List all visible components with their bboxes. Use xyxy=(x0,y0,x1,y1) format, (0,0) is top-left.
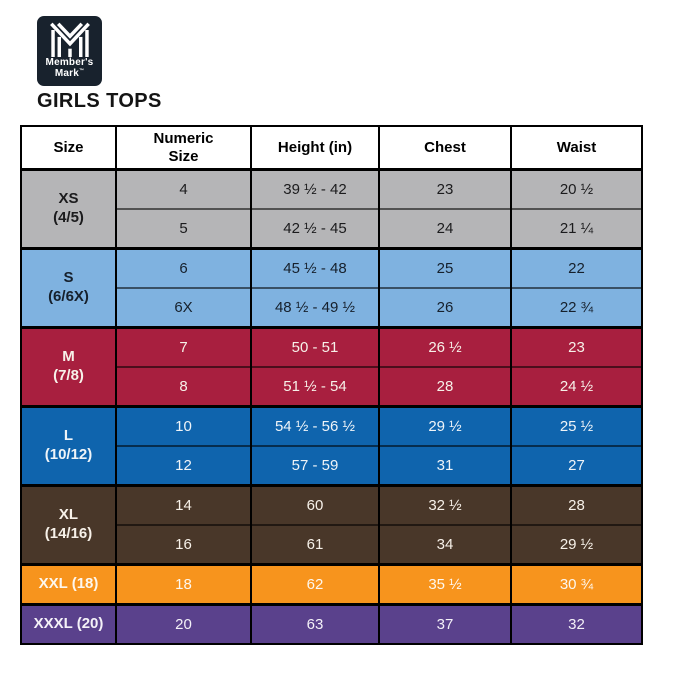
size-group-label: S (6/6X) xyxy=(20,247,117,328)
page-title: GIRLS TOPS xyxy=(37,90,162,112)
chest-cell: 34 xyxy=(378,524,512,565)
chest-cell: 26 xyxy=(378,287,512,328)
chest-cell: 35 ½ xyxy=(378,563,512,605)
height-cell: 51 ½ - 54 xyxy=(250,366,380,407)
chest-cell: 28 xyxy=(378,366,512,407)
waist-cell: 22 xyxy=(510,247,643,288)
size-chart-table: Size Numeric Size Height (in) Chest Wais… xyxy=(20,125,643,645)
height-cell: 50 - 51 xyxy=(250,326,380,367)
height-cell: 48 ½ - 49 ½ xyxy=(250,287,380,328)
chest-cell: 32 ½ xyxy=(378,484,512,525)
waist-cell: 20 ½ xyxy=(510,168,643,209)
size-group-label: M (7/8) xyxy=(20,326,117,407)
numeric-size-cell: 6X xyxy=(115,287,252,328)
numeric-size-cell: 5 xyxy=(115,208,252,249)
height-cell: 54 ½ - 56 ½ xyxy=(250,405,380,446)
col-header-size: Size xyxy=(20,126,117,170)
height-cell: 62 xyxy=(250,563,380,605)
height-cell: 61 xyxy=(250,524,380,565)
waist-cell: 22 ¾ xyxy=(510,287,643,328)
waist-cell: 21 ¼ xyxy=(510,208,643,249)
table-row: XL (14/16) 14 60 32 ½ 28 xyxy=(20,484,643,565)
chest-cell: 37 xyxy=(378,603,512,645)
table-row: 8 51 ½ - 54 28 24 ½ xyxy=(21,366,643,407)
waist-cell: 27 xyxy=(510,445,643,486)
numeric-size-cell: 12 xyxy=(115,445,252,486)
waist-cell: 30 ¾ xyxy=(510,563,643,605)
table-row: XS (4/5) 4 39 ½ - 42 23 20 ½ xyxy=(20,168,643,249)
height-cell: 45 ½ - 48 xyxy=(250,247,380,288)
numeric-size-cell: 18 xyxy=(115,563,252,605)
table-row: XXXL (20) 20 63 37 32 xyxy=(20,603,643,645)
waist-cell: 28 xyxy=(510,484,643,525)
size-group-label: XXL (18) xyxy=(20,563,117,605)
table-row: L (10/12) 10 54 ½ - 56 ½ 29 ½ 25 ½ xyxy=(20,405,643,486)
waist-cell: 32 xyxy=(510,603,643,645)
table-row: 5 42 ½ - 45 24 21 ¼ xyxy=(21,208,643,249)
chest-cell: 31 xyxy=(378,445,512,486)
height-cell: 39 ½ - 42 xyxy=(250,168,380,209)
chest-cell: 29 ½ xyxy=(378,405,512,446)
height-cell: 57 - 59 xyxy=(250,445,380,486)
waist-cell: 24 ½ xyxy=(510,366,643,407)
numeric-size-cell: 16 xyxy=(115,524,252,565)
numeric-size-cell: 6 xyxy=(115,247,252,288)
col-header-numeric-size: Numeric Size xyxy=(115,126,252,170)
table-row: 6X 48 ½ - 49 ½ 26 22 ¾ xyxy=(21,287,643,328)
table-row: 12 57 - 59 31 27 xyxy=(21,445,643,486)
table-row: S (6/6X) 6 45 ½ - 48 25 22 xyxy=(20,247,643,328)
waist-cell: 23 xyxy=(510,326,643,367)
height-cell: 42 ½ - 45 xyxy=(250,208,380,249)
col-header-chest: Chest xyxy=(378,126,512,170)
col-header-height: Height (in) xyxy=(250,126,380,170)
chest-cell: 25 xyxy=(378,247,512,288)
waist-cell: 29 ½ xyxy=(510,524,643,565)
numeric-size-cell: 7 xyxy=(115,326,252,367)
logo-text: Member's Mark™ xyxy=(45,57,94,79)
numeric-size-cell: 20 xyxy=(115,603,252,645)
chest-cell: 26 ½ xyxy=(378,326,512,367)
height-cell: 63 xyxy=(250,603,380,645)
size-group-label: XS (4/5) xyxy=(20,168,117,249)
chest-cell: 23 xyxy=(378,168,512,209)
members-mark-m-icon xyxy=(49,22,90,57)
numeric-size-cell: 10 xyxy=(115,405,252,446)
size-group-label: XL (14/16) xyxy=(20,484,117,565)
size-group-label: XXXL (20) xyxy=(20,603,117,645)
header-row: Size Numeric Size Height (in) Chest Wais… xyxy=(20,126,643,170)
table-row: M (7/8) 7 50 - 51 26 ½ 23 xyxy=(20,326,643,407)
col-header-waist: Waist xyxy=(510,126,643,170)
members-mark-logo: Member's Mark™ xyxy=(37,16,102,86)
chest-cell: 24 xyxy=(378,208,512,249)
waist-cell: 25 ½ xyxy=(510,405,643,446)
numeric-size-cell: 4 xyxy=(115,168,252,209)
table-row: XXL (18) 18 62 35 ½ 30 ¾ xyxy=(20,563,643,605)
size-group-label: L (10/12) xyxy=(20,405,117,486)
numeric-size-cell: 14 xyxy=(115,484,252,525)
height-cell: 60 xyxy=(250,484,380,525)
numeric-size-cell: 8 xyxy=(115,366,252,407)
table-row: 16 61 34 29 ½ xyxy=(21,524,643,565)
